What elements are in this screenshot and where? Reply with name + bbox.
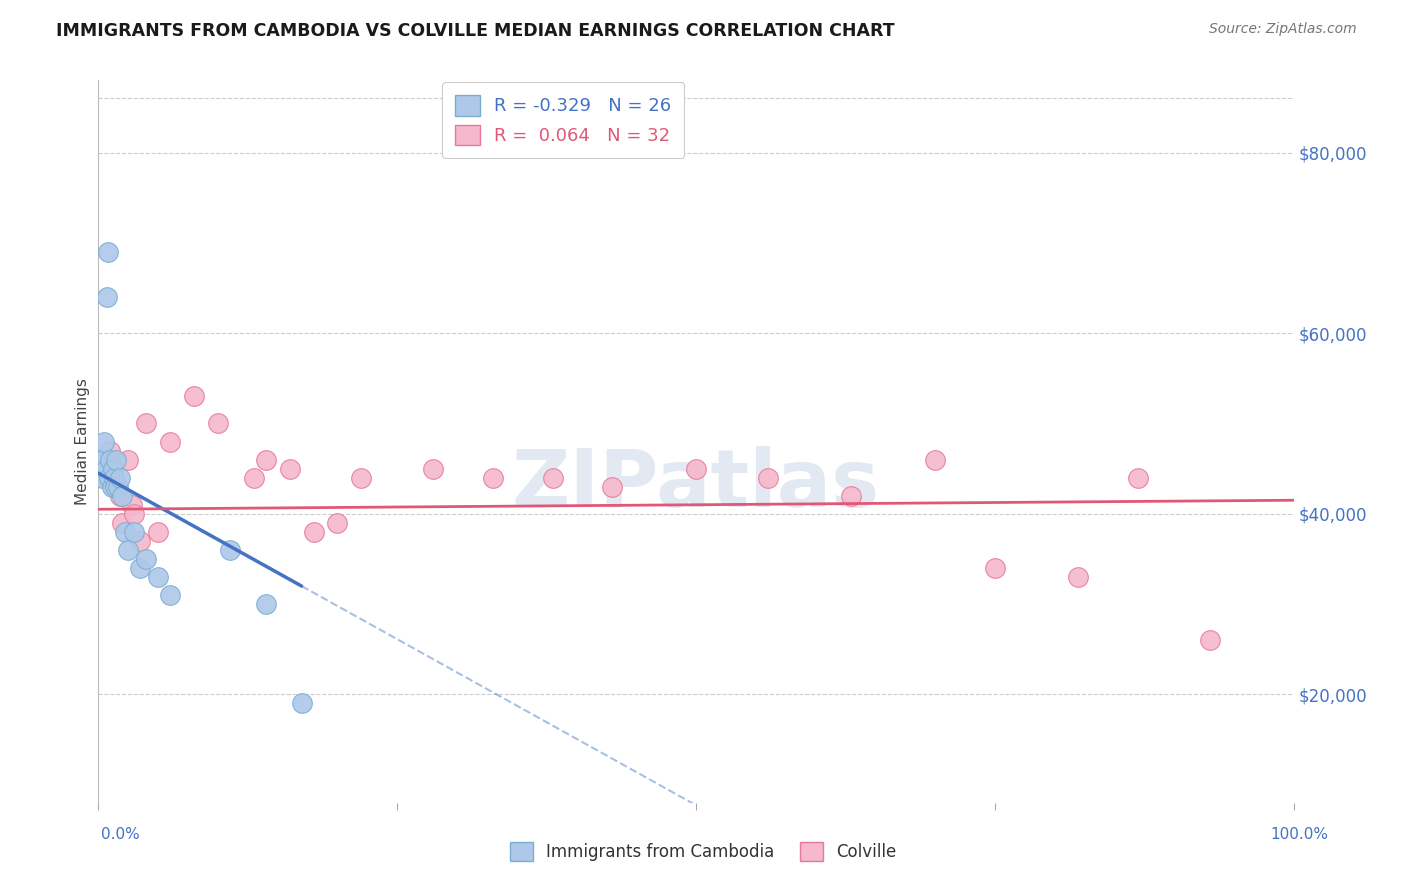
Point	[103, 470, 125, 484]
Point	[97, 244, 120, 259]
Point	[108, 470, 131, 484]
Point	[124, 524, 146, 539]
Point	[105, 452, 128, 467]
Y-axis label: Median Earnings: Median Earnings	[75, 378, 90, 505]
Point	[121, 498, 143, 512]
Point	[117, 452, 139, 467]
Point	[278, 461, 301, 475]
Point	[924, 452, 946, 467]
Text: 100.0%: 100.0%	[1271, 827, 1329, 841]
Point	[183, 389, 205, 403]
Text: IMMIGRANTS FROM CAMBODIA VS COLVILLE MEDIAN EARNINGS CORRELATION CHART: IMMIGRANTS FROM CAMBODIA VS COLVILLE MED…	[56, 22, 894, 40]
Legend: R = -0.329   N = 26, R =  0.064   N = 32: R = -0.329 N = 26, R = 0.064 N = 32	[441, 82, 685, 158]
Point	[114, 524, 136, 539]
Point	[1067, 570, 1090, 584]
Point	[124, 507, 146, 521]
Point	[98, 443, 122, 458]
Point	[541, 470, 564, 484]
Point	[207, 417, 229, 431]
Point	[685, 461, 707, 475]
Point	[219, 542, 242, 557]
Point	[108, 489, 131, 503]
Point	[302, 524, 325, 539]
Text: Source: ZipAtlas.com: Source: ZipAtlas.com	[1209, 22, 1357, 37]
Point	[91, 470, 114, 484]
Point	[96, 290, 118, 304]
Point	[159, 588, 181, 602]
Point	[422, 461, 444, 475]
Point	[135, 417, 157, 431]
Point	[93, 470, 115, 484]
Point	[1199, 633, 1222, 648]
Point	[98, 470, 121, 484]
Point	[984, 561, 1007, 575]
Point	[148, 524, 170, 539]
Point	[111, 489, 134, 503]
Point	[291, 697, 314, 711]
Point	[326, 516, 349, 530]
Point	[254, 597, 277, 611]
Point	[756, 470, 779, 484]
Point	[101, 461, 124, 475]
Point	[148, 570, 170, 584]
Point	[159, 434, 181, 449]
Point	[98, 452, 122, 467]
Point	[93, 434, 115, 449]
Point	[135, 552, 157, 566]
Point	[350, 470, 373, 484]
Point	[107, 480, 129, 494]
Legend: Immigrants from Cambodia, Colville: Immigrants from Cambodia, Colville	[503, 835, 903, 868]
Point	[129, 561, 152, 575]
Point	[1128, 470, 1150, 484]
Point	[481, 470, 505, 484]
Point	[117, 542, 139, 557]
Point	[105, 480, 128, 494]
Point	[111, 516, 134, 530]
Point	[100, 480, 122, 494]
Point	[841, 489, 863, 503]
Point	[104, 480, 127, 494]
Point	[94, 461, 117, 475]
Point	[91, 452, 114, 467]
Text: 0.0%: 0.0%	[101, 827, 141, 841]
Point	[129, 533, 152, 548]
Point	[243, 470, 266, 484]
Text: ZIPatlas: ZIPatlas	[512, 446, 880, 524]
Point	[602, 480, 624, 494]
Point	[254, 452, 277, 467]
